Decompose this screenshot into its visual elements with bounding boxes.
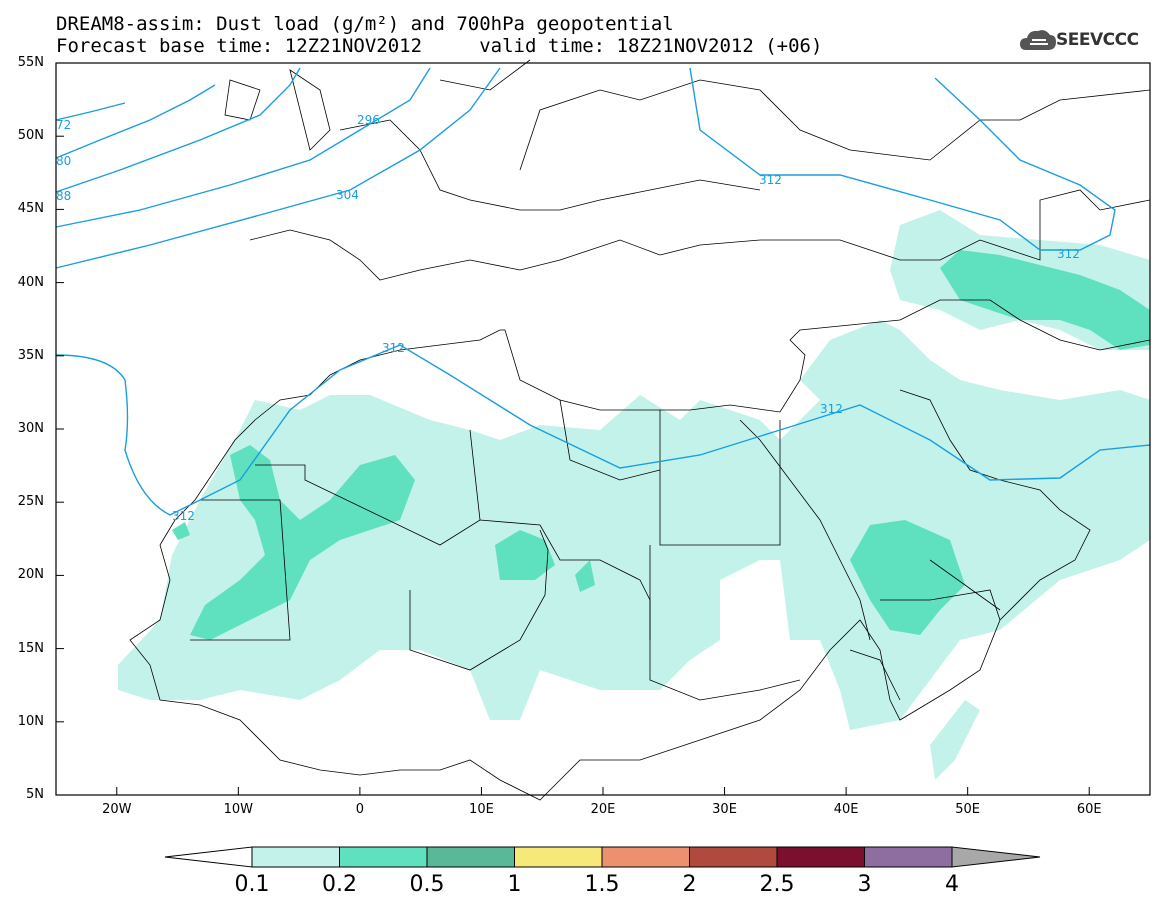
lat-label: 30N [17, 421, 44, 436]
colorbar-level: 3 [857, 872, 872, 897]
lat-label: 20N [17, 567, 44, 583]
lon-label: 20E [590, 802, 616, 817]
colorbar-level: 0.2 [322, 872, 357, 897]
colorbar-swatch [514, 846, 603, 868]
axis-ticks [56, 62, 1090, 796]
lon-label: 40E [833, 802, 859, 817]
contour-label: 304 [336, 188, 359, 202]
lat-label: 5N [26, 787, 44, 802]
contour-label: 88 [56, 189, 71, 203]
colorbar-swatch [776, 846, 865, 868]
colorbar-swatch [689, 846, 778, 868]
lat-label: 50N [17, 128, 44, 144]
contour-label: 296 [357, 113, 380, 127]
colorbar-max-arrow [951, 846, 1041, 868]
lon-label: 0 [355, 802, 365, 817]
lat-label: 55N [17, 55, 44, 70]
colorbar-swatch [864, 846, 953, 868]
lat-label: 45N [17, 201, 44, 217]
cloud-icon [1020, 30, 1056, 50]
logo-text: SEEVCCC [1056, 30, 1139, 50]
lon-label: 10E [469, 802, 494, 817]
lon-label: 60E [1076, 802, 1102, 817]
colorbar-swatch [251, 846, 340, 868]
colorbar-min-arrow [164, 846, 253, 868]
lon-label: 50E [955, 802, 981, 817]
contour-label: 72 [56, 118, 71, 132]
forecast-times: Forecast base time: 12Z21NOV2012 valid t… [56, 35, 823, 57]
lon-label: 30E [712, 802, 737, 817]
contour-label: 312 [759, 173, 782, 187]
contour-label: 312 [1057, 247, 1080, 261]
country-borders [129, 59, 1151, 801]
colorbar-swatch [339, 846, 428, 868]
colorbar-level: 1.5 [584, 872, 620, 897]
lat-label: 25N [17, 494, 44, 510]
geopotential-contours [55, 67, 1151, 516]
colorbar-level: 2.5 [759, 872, 795, 897]
dust-shading-mid [172, 250, 1150, 640]
lat-label: 40N [17, 274, 44, 290]
lat-label: 15N [17, 640, 44, 656]
lon-label: 20W [102, 802, 132, 817]
contour-label: 312 [820, 402, 843, 416]
contour-label: 312 [172, 509, 195, 523]
map-title: DREAM8-assim: Dust load (g/m²) and 700hP… [56, 13, 674, 35]
lat-label: 10N [17, 713, 44, 729]
colorbar-level: 0.1 [234, 872, 270, 897]
contour-labels: 72 80 88 296 304 312 312 312 312 312 [56, 113, 1080, 523]
lat-label: 35N [17, 347, 44, 363]
colorbar-swatch [426, 846, 515, 868]
contour-label: 80 [56, 154, 71, 168]
colorbar [164, 846, 1041, 868]
contour-label: 312 [382, 341, 405, 355]
colorbar-level: 0.5 [409, 872, 445, 897]
colorbar-level: 2 [682, 872, 697, 897]
colorbar-swatch [601, 846, 690, 868]
lon-label: 10W [223, 802, 254, 817]
colorbar-level: 1 [507, 872, 522, 897]
colorbar-level: 4 [945, 872, 959, 897]
